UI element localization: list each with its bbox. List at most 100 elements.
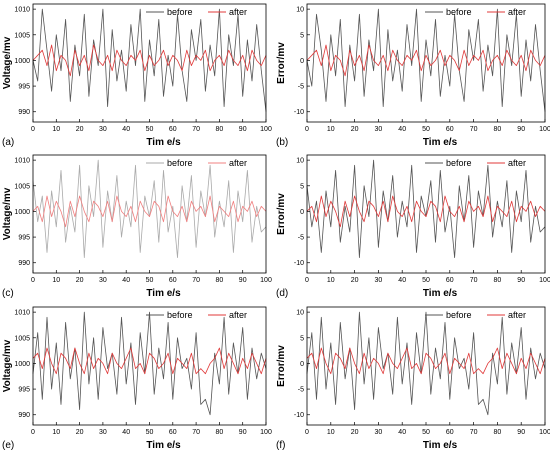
x-tick-label: 70 bbox=[470, 126, 478, 133]
x-tick-label: 0 bbox=[305, 429, 309, 436]
x-tick-label: 70 bbox=[192, 126, 200, 133]
y-tick-label: 990 bbox=[18, 260, 30, 267]
x-tick-label: 20 bbox=[351, 126, 359, 133]
x-tick-label: 70 bbox=[470, 277, 478, 284]
x-tick-label: 70 bbox=[470, 429, 478, 436]
panel-d: 0 10 20 30 40 50 60 70 80 90 100 -10 -5 0 5 10 Tim e/s Er… bbox=[276, 154, 550, 299]
x-tick-label: 40 bbox=[122, 429, 130, 436]
x-tick-label: 10 bbox=[52, 126, 60, 133]
x-tick-label: 70 bbox=[192, 277, 200, 284]
x-tick-label: 50 bbox=[146, 277, 154, 284]
y-tick-label: -5 bbox=[298, 387, 304, 394]
x-tick-label: 50 bbox=[422, 277, 430, 284]
series-line-before bbox=[306, 8, 546, 112]
x-tick-label: 80 bbox=[216, 126, 224, 133]
x-tick-label: 60 bbox=[169, 429, 177, 436]
legend-label-after: after bbox=[229, 7, 247, 17]
legend: before after bbox=[425, 310, 526, 320]
x-tick-label: 100 bbox=[260, 126, 272, 133]
legend: before after bbox=[425, 7, 526, 17]
x-tick-label: 20 bbox=[76, 429, 84, 436]
y-tick-label: 5 bbox=[300, 183, 304, 190]
x-axis-title: Tim e/s bbox=[423, 137, 458, 148]
legend-label-after: after bbox=[508, 7, 526, 17]
x-tick-label: 100 bbox=[260, 429, 272, 436]
y-axis-title: Error/mv bbox=[276, 345, 287, 387]
x-tick-label: 100 bbox=[539, 126, 550, 133]
x-tick-label: 60 bbox=[446, 429, 454, 436]
y-tick-label: 995 bbox=[18, 84, 30, 91]
series-line-after bbox=[32, 44, 267, 77]
series-line-before bbox=[32, 8, 267, 112]
x-tick-label: 30 bbox=[375, 429, 383, 436]
x-tick-label: 0 bbox=[31, 429, 35, 436]
x-tick-label: 50 bbox=[422, 429, 430, 436]
legend-label-after: after bbox=[229, 310, 247, 320]
legend-label-after: after bbox=[229, 158, 247, 168]
y-tick-label: 990 bbox=[18, 109, 30, 116]
panel-label: (f) bbox=[276, 440, 285, 451]
y-tick-label: 995 bbox=[18, 387, 30, 394]
x-tick-label: 90 bbox=[239, 277, 247, 284]
series-line-after bbox=[306, 44, 546, 77]
x-axis-title: Tim e/s bbox=[146, 137, 181, 148]
x-tick-label: 100 bbox=[539, 277, 550, 284]
x-tick-label: 40 bbox=[122, 126, 130, 133]
x-tick-label: 100 bbox=[539, 429, 550, 436]
series-line-before bbox=[306, 311, 546, 416]
y-tick-label: 0 bbox=[300, 209, 304, 216]
x-tick-label: 40 bbox=[398, 277, 406, 284]
y-tick-label: 5 bbox=[300, 335, 304, 342]
y-tick-label: 995 bbox=[18, 235, 30, 242]
x-tick-label: 0 bbox=[305, 126, 309, 133]
y-tick-label: -5 bbox=[298, 235, 304, 242]
legend-label-before: before bbox=[446, 158, 472, 168]
legend-label-before: before bbox=[167, 7, 193, 17]
y-axis-title: Voltage/mv bbox=[2, 36, 13, 89]
y-axis-title: Voltage/mv bbox=[2, 339, 13, 392]
legend-label-before: before bbox=[167, 310, 193, 320]
legend: before after bbox=[146, 158, 247, 168]
x-tick-label: 60 bbox=[446, 126, 454, 133]
x-tick-label: 60 bbox=[169, 126, 177, 133]
x-tick-label: 80 bbox=[494, 277, 502, 284]
y-axis-title: Error/mv bbox=[276, 42, 287, 84]
y-tick-label: -10 bbox=[294, 412, 304, 419]
x-tick-label: 40 bbox=[122, 277, 130, 284]
panel-f: 0 10 20 30 40 50 60 70 80 90 100 -10 -5 0 5 10 Tim e/s Er… bbox=[276, 306, 550, 451]
panel-a: 0 10 20 30 40 50 60 70 80 90 100 990 995 1000 1005 1010… bbox=[2, 3, 272, 148]
panel-label: (d) bbox=[276, 288, 288, 299]
legend: before after bbox=[146, 310, 247, 320]
y-tick-label: 1000 bbox=[14, 361, 30, 368]
y-tick-label: 10 bbox=[296, 310, 304, 317]
x-tick-label: 80 bbox=[216, 429, 224, 436]
legend-label-after: after bbox=[508, 158, 526, 168]
y-tick-label: 10 bbox=[296, 7, 304, 14]
legend: before after bbox=[425, 158, 526, 168]
x-tick-label: 30 bbox=[99, 277, 107, 284]
x-tick-label: 10 bbox=[327, 126, 335, 133]
x-tick-label: 90 bbox=[239, 429, 247, 436]
x-tick-label: 90 bbox=[517, 429, 525, 436]
legend-label-before: before bbox=[446, 7, 472, 17]
y-axis-title: Voltage/mv bbox=[2, 187, 13, 240]
x-axis-title: Tim e/s bbox=[423, 288, 458, 299]
y-tick-label: 0 bbox=[300, 361, 304, 368]
x-tick-label: 0 bbox=[305, 277, 309, 284]
y-tick-label: -5 bbox=[298, 84, 304, 91]
y-tick-label: 1010 bbox=[14, 158, 30, 165]
legend: before after bbox=[146, 7, 247, 17]
x-tick-label: 0 bbox=[31, 277, 35, 284]
y-tick-label: 1005 bbox=[14, 183, 30, 190]
x-tick-label: 20 bbox=[351, 277, 359, 284]
x-tick-label: 40 bbox=[398, 429, 406, 436]
y-tick-label: 990 bbox=[18, 412, 30, 419]
x-tick-label: 80 bbox=[494, 429, 502, 436]
x-tick-label: 90 bbox=[239, 126, 247, 133]
y-tick-label: -10 bbox=[294, 109, 304, 116]
x-tick-label: 60 bbox=[169, 277, 177, 284]
x-tick-label: 10 bbox=[52, 429, 60, 436]
x-tick-label: 20 bbox=[76, 126, 84, 133]
series-line-after bbox=[32, 195, 267, 228]
